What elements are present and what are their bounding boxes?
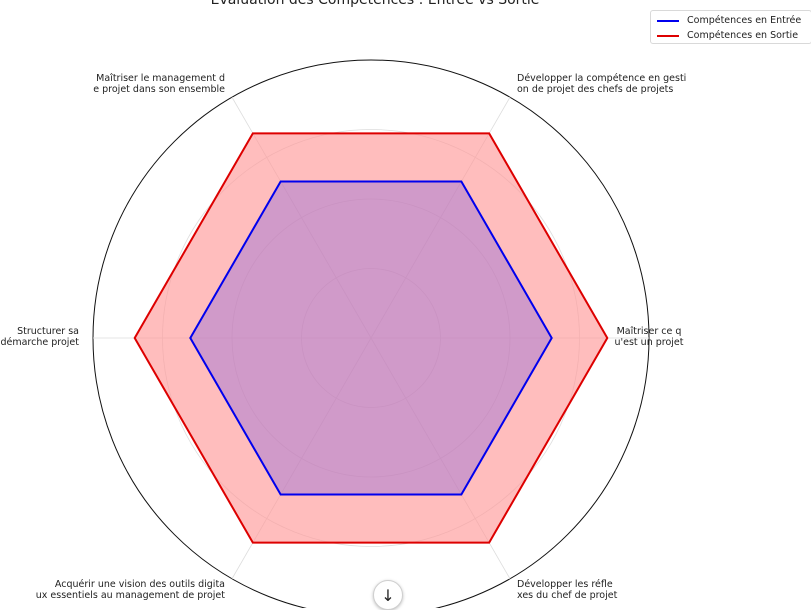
axis-label-line: démarche projet bbox=[0, 337, 79, 348]
axis-label-line: e projet dans son ensemble bbox=[93, 84, 225, 95]
axis-label-1: Développer la compétence en gesti on de p… bbox=[517, 73, 686, 95]
legend-entry-entree: Compétences en Entrée bbox=[657, 14, 805, 27]
chart-title: Évaluation des Compétences : Entrée vs S… bbox=[211, 0, 540, 8]
axis-label-line: Structurer sa bbox=[17, 326, 79, 337]
legend-swatch-sortie bbox=[657, 34, 679, 37]
axis-label-line: Maîtriser le management d bbox=[96, 73, 225, 84]
axis-label-5: Développer les réfle xes du chef de proje… bbox=[517, 579, 618, 601]
axis-label-line: xes du chef de projet bbox=[517, 590, 618, 601]
axis-label-0: Maîtriser ce q u'est un projet bbox=[615, 326, 684, 348]
legend-label-entree: Compétences en Entrée bbox=[687, 15, 802, 26]
axis-label-line: Maîtriser ce q bbox=[617, 326, 682, 337]
axis-label-line: u'est un projet bbox=[615, 337, 684, 348]
legend: Compétences en Entrée Compétences en Sor… bbox=[650, 10, 811, 44]
radar-series bbox=[133, 132, 609, 544]
series-entree-polygon bbox=[189, 180, 553, 496]
axis-label-line: on de projet des chefs de projets bbox=[517, 84, 673, 95]
arrow-down-icon: ↓ bbox=[381, 585, 395, 605]
axis-label-line: Développer la compétence en gesti bbox=[517, 73, 686, 84]
legend-label-sortie: Compétences en Sortie bbox=[687, 30, 799, 41]
axis-label-line: Acquérir une vision des outils digita bbox=[55, 579, 225, 590]
scroll-down-button[interactable]: ↓ bbox=[373, 580, 403, 610]
axis-label-line: ux essentiels au management de projet bbox=[36, 590, 226, 601]
axis-label-4: Acquérir une vision des outils digita ux … bbox=[36, 579, 226, 601]
axis-label-3: Structurer sa démarche projet bbox=[0, 326, 79, 348]
legend-swatch-entree bbox=[657, 19, 679, 22]
axis-label-line: Développer les réfle bbox=[517, 579, 613, 590]
legend-entry-sortie: Compétences en Sortie bbox=[657, 29, 805, 42]
series-sortie-polygon bbox=[133, 132, 609, 544]
radar-axis-labels: Maîtriser ce q u'est un projet Développer … bbox=[0, 73, 686, 601]
